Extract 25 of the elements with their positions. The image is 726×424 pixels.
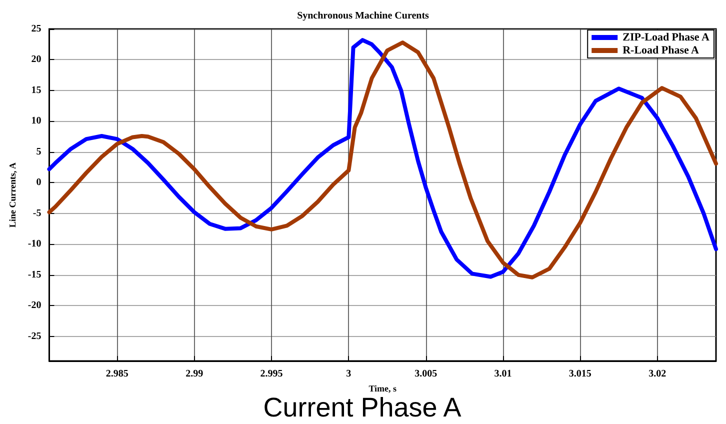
legend-label: ZIP-Load Phase A	[622, 32, 710, 44]
x-tick-label: 3.02	[648, 368, 666, 380]
x-tick-label: 3.015	[568, 368, 592, 380]
y-tick-label: 25	[31, 24, 42, 34]
x-tick-label: 2.99	[186, 368, 204, 380]
y-tick-label: -5	[32, 208, 42, 219]
y-tick-label: -20	[28, 300, 42, 312]
text: Current Phase A	[263, 392, 462, 422]
y-tick-label: 5	[36, 146, 42, 158]
x-tick-label: 3.01	[494, 368, 512, 380]
x-axis-title: Time, s	[368, 383, 398, 394]
x-tick-label: 3.005	[414, 368, 438, 380]
y-axis-title: Line Currents, A	[8, 162, 18, 228]
legend-label: R-Load Phase A	[622, 44, 700, 56]
x-tick-label: 3	[346, 368, 352, 380]
y-tick-label: -15	[28, 269, 42, 280]
y-tick-label: -25	[28, 330, 42, 342]
chart-title: Synchronous Machine Curents	[297, 10, 430, 22]
y-tick-label: 10	[31, 116, 42, 127]
y-tick-label: -10	[28, 238, 42, 250]
y-tick-label: 20	[31, 54, 42, 66]
x-tick-label: 2.995	[260, 368, 283, 380]
y-tick-label: 15	[31, 84, 42, 96]
x-tick-label: 2.985	[106, 368, 128, 380]
y-tick-label: 0	[36, 177, 42, 188]
